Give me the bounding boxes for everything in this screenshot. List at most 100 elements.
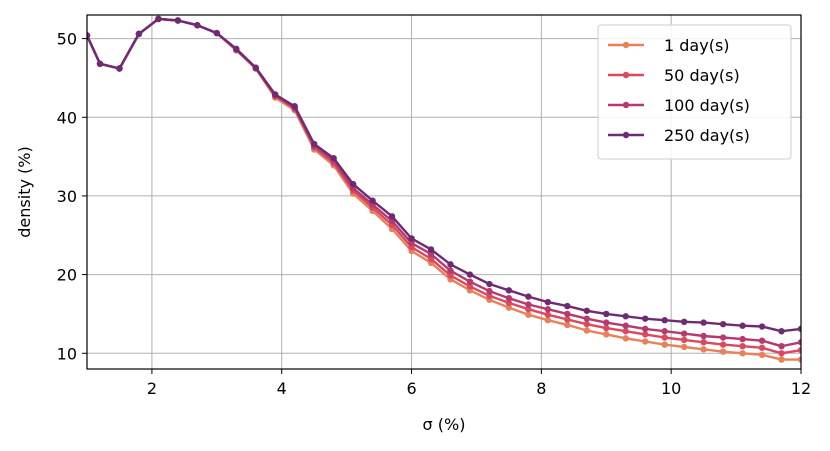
data-point [525,293,532,300]
data-point [135,30,143,38]
data-point [408,235,415,242]
data-point [739,342,746,350]
data-point [661,341,668,348]
data-point [213,29,221,37]
data-point [505,295,513,302]
data-point [544,311,552,318]
data-point [564,302,571,310]
data-point [87,32,91,39]
data-point [583,320,590,328]
data-point [116,65,123,72]
data-point [330,154,337,162]
data-point [233,45,240,53]
series-layer [87,15,801,363]
data-point [525,306,532,313]
data-point [96,60,104,67]
legend-box [597,24,792,160]
data-point [564,316,571,323]
data-point [719,348,727,355]
data-point [778,328,785,335]
data-point [719,341,727,348]
legend-marker [622,101,630,109]
data-point [155,15,162,23]
data-point [680,343,688,351]
legend: 1 day(s) 50 day(s) 100 day(s) 250 day(s) [597,24,792,160]
data-point [525,311,532,318]
x-axis-label: σ (%) [423,415,466,434]
data-point [349,180,357,188]
data-point [700,346,707,353]
data-point [719,334,727,341]
data-point [603,310,610,318]
data-point [680,318,688,325]
data-point [680,330,688,337]
data-point [564,310,571,318]
data-point [797,339,801,346]
legend-marker [622,41,630,49]
data-point [758,351,766,359]
data-point [622,335,629,342]
data-point [583,307,590,314]
data-point [758,337,766,344]
data-point [661,328,668,335]
data-point [603,324,610,332]
data-point [174,17,182,24]
y-tick-label: 50 [57,30,77,49]
data-point [194,22,201,29]
data-point [427,250,435,258]
data-point [739,350,746,357]
data-point [505,304,513,311]
data-point [427,246,435,253]
data-point [758,344,766,351]
x-tick-label: 12 [791,379,811,398]
data-point [427,255,435,263]
y-tick-label: 40 [57,108,77,127]
y-tick-label: 10 [57,344,77,363]
data-point [778,356,785,363]
data-point [272,91,279,98]
data-point [447,267,454,274]
legend-item: 50 day(s) [608,66,740,85]
data-point [778,350,785,357]
data-point [797,356,801,363]
data-point [408,239,415,247]
legend-label: 250 day(s) [664,126,750,145]
data-point [388,213,396,220]
legend-item: 100 day(s) [608,96,750,115]
data-point [544,298,552,306]
data-point [310,140,318,148]
series-line [87,17,801,333]
data-point [661,317,668,324]
legend-marker [622,131,630,139]
x-tick-label: 2 [147,379,157,398]
x-tick-label: 4 [277,379,287,398]
data-point [642,331,649,338]
legend-label: 100 day(s) [664,96,750,115]
data-point [486,287,493,295]
data-point [564,321,571,329]
data-point [700,332,707,340]
data-point [642,338,649,345]
legend-marker [622,71,630,79]
legend-item: 250 day(s) [608,126,750,145]
data-point [797,346,801,354]
data-point [700,319,707,326]
x-tick-label: 8 [536,379,546,398]
data-point [291,103,298,110]
data-point [680,336,688,344]
plot-frame [86,14,802,370]
x-tick-label: 6 [406,379,416,398]
data-point [642,325,649,333]
data-point [622,313,629,320]
data-point [642,315,649,322]
data-point [525,301,532,308]
y-axis: 10 20 30 40 50 [57,30,87,363]
data-point [739,322,746,329]
legend-item: 1 day(s) [608,36,730,55]
data-point [466,278,474,285]
y-tick-label: 30 [57,187,77,206]
data-point [486,292,493,300]
data-point [719,320,727,328]
data-point [466,271,474,278]
legend-label: 50 day(s) [664,66,740,85]
